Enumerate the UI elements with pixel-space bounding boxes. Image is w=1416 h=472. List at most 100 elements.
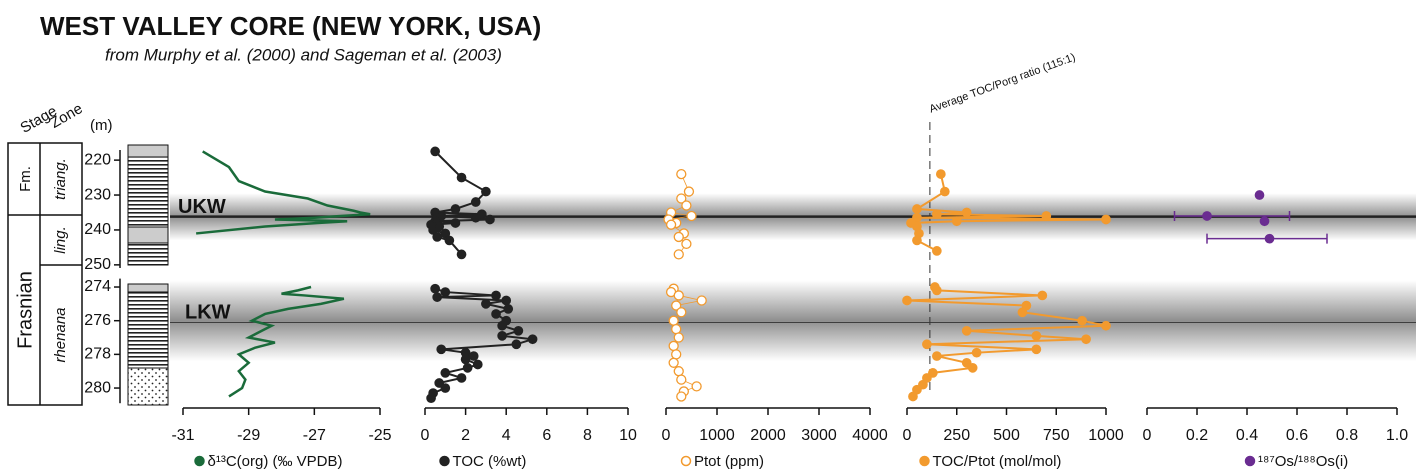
data-point	[527, 334, 538, 345]
data-point	[691, 381, 702, 392]
data-point	[444, 235, 455, 246]
data-point	[676, 391, 687, 402]
chart-title: WEST VALLEY CORE (NEW YORK, USA)	[40, 11, 541, 41]
profile-line	[228, 285, 345, 398]
data-point	[928, 368, 938, 378]
x-tick-label: 10	[619, 427, 637, 444]
data-point	[686, 210, 697, 222]
data-point	[470, 212, 481, 223]
zone-label: LKW	[185, 302, 231, 324]
data-point	[434, 378, 445, 388]
x-tick-label: 0	[903, 427, 912, 444]
data-point	[1259, 216, 1270, 227]
y-tick-label: 276	[84, 312, 111, 329]
data-point	[468, 351, 479, 361]
data-point	[456, 172, 467, 183]
y-tick-label: 220	[84, 151, 111, 168]
zone-bands	[170, 193, 1416, 362]
data-point	[470, 197, 481, 207]
data-point	[456, 373, 467, 383]
data-point	[676, 307, 687, 318]
x-tick-label: 500	[993, 427, 1020, 444]
data-point	[436, 211, 447, 221]
legend-marker	[439, 455, 450, 467]
data-point	[1101, 214, 1111, 225]
data-point	[668, 340, 679, 352]
zone-label: rhenana	[52, 307, 69, 362]
x-tick-label: 2	[461, 427, 470, 444]
litho-unit	[127, 242, 169, 266]
data-point	[1077, 315, 1087, 326]
x-axis-label: ¹⁸⁷Os/¹⁸⁸Os(i)	[1258, 453, 1348, 470]
legend-marker	[194, 455, 205, 467]
y-tick-label: 230	[84, 186, 111, 203]
data-point	[673, 249, 684, 260]
x-tick-label: -27	[303, 427, 326, 444]
x-tick-label: 4000	[852, 427, 888, 444]
x-axis-label: δ¹³C(org) (‰ VPDB)	[208, 453, 343, 470]
data-point	[961, 207, 972, 218]
x-tick-label: -29	[237, 427, 260, 444]
x-tick-label: 1000	[699, 427, 735, 444]
data-point	[440, 228, 451, 239]
data-point	[485, 214, 495, 225]
data-point	[668, 357, 679, 368]
data-point	[1037, 290, 1048, 301]
data-point	[902, 295, 912, 306]
x-tick-label: -31	[171, 427, 194, 444]
legend-marker	[680, 455, 692, 467]
data-point	[1081, 334, 1091, 345]
data-point	[491, 309, 501, 319]
profile-line	[196, 150, 371, 235]
data-point	[450, 218, 461, 228]
y-tick-label: 274	[84, 278, 111, 295]
data-point	[671, 323, 682, 335]
litho-unit	[127, 144, 169, 158]
data-point	[961, 357, 972, 368]
data-point	[673, 290, 684, 301]
x-tick-label: 0.2	[1186, 427, 1208, 444]
data-point	[931, 351, 942, 361]
data-point	[511, 339, 522, 350]
data-point	[935, 169, 946, 179]
zone-label: UKW	[178, 196, 226, 218]
y-axis-label: (m)	[90, 117, 113, 134]
data-point	[681, 200, 692, 211]
data-point	[922, 339, 932, 350]
data-point	[683, 186, 695, 197]
data-point	[513, 325, 524, 336]
data-point	[1041, 211, 1052, 221]
data-point	[1031, 344, 1042, 355]
y-tick-label: 278	[84, 346, 111, 363]
data-point	[951, 216, 962, 227]
data-point	[1017, 307, 1028, 318]
data-point	[912, 204, 922, 214]
data-point	[436, 344, 447, 355]
data-point	[481, 186, 491, 197]
x-tick-label: 6	[542, 427, 551, 444]
x-tick-label: 250	[943, 427, 970, 444]
stage-label: Frasnian	[14, 271, 36, 349]
litho-unit	[127, 367, 169, 406]
data-point	[1101, 320, 1111, 331]
data-point	[1031, 330, 1042, 341]
zone-label: triang.	[52, 158, 69, 200]
data-point	[501, 295, 512, 306]
data-point	[918, 379, 928, 390]
data-point	[931, 246, 942, 256]
data-point	[497, 320, 507, 331]
data-point	[971, 347, 982, 358]
data-point	[676, 168, 687, 180]
litho-unit	[127, 156, 169, 228]
x-axis-label: TOC/Ptot (mol/mol)	[933, 453, 1062, 470]
zone-label: ling.	[52, 226, 69, 254]
data-point	[462, 362, 473, 373]
data-point	[676, 374, 687, 385]
data-point	[673, 366, 684, 377]
x-axis-label: Ptot (ppm)	[694, 453, 764, 470]
data-point	[673, 332, 684, 343]
data-point	[1254, 190, 1265, 200]
strat-column: Fm. Frasnian triang. ling. rhenana	[7, 142, 83, 406]
y-tick-label: 240	[84, 221, 111, 238]
